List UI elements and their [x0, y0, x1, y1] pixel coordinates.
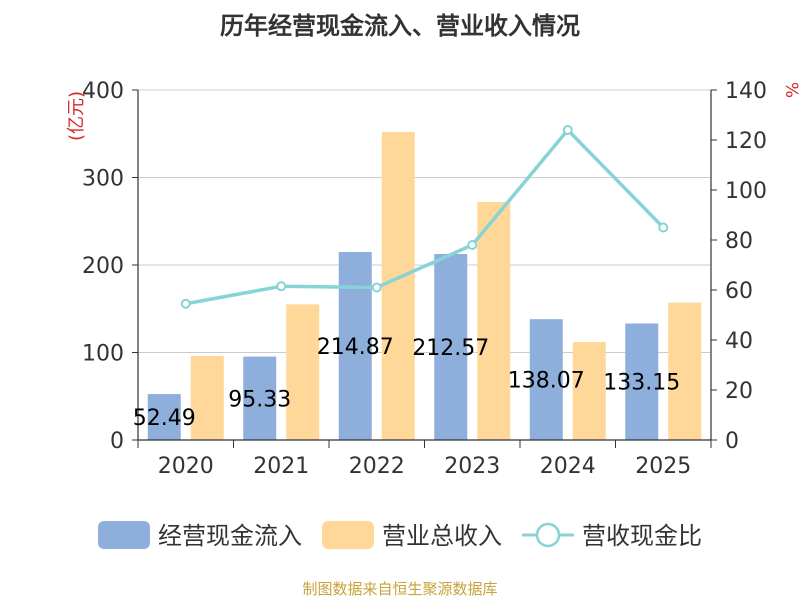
bar-revenue [381, 132, 415, 440]
bar-cash-inflow [243, 356, 277, 440]
right-axis-tick-label: 80 [725, 229, 753, 254]
bar-cash-inflow [625, 323, 659, 440]
right-axis-tick-label: 100 [725, 179, 767, 204]
left-axis-tick-label: 100 [82, 342, 124, 367]
right-axis-tick-label: 20 [725, 379, 753, 404]
legend-marker [535, 522, 561, 548]
legend-label: 营收现金比 [582, 522, 702, 550]
bar-cash-inflow [147, 394, 181, 440]
x-axis-tick-label: 2020 [158, 454, 214, 479]
ratio-point [180, 298, 191, 309]
legend-swatch [322, 521, 374, 549]
legend-swatch [98, 521, 150, 549]
bar-data-label: 52.49 [133, 406, 196, 431]
bar-revenue [286, 304, 320, 440]
ratio-line [185, 127, 665, 306]
axes-layer: 0 100 200 300 400 0 20 40 60 80 100 120 140 2020 2021 2… [82, 79, 767, 479]
left-axis-tick-label: 0 [110, 429, 124, 454]
grid-layer [138, 89, 711, 353]
right-axis-tick-label: 140 [725, 79, 767, 104]
legend-label: 营业总收入 [382, 522, 502, 550]
bar-data-label: 138.07 [508, 369, 585, 394]
source-note: 制图数据来自恒生聚源数据库 [302, 580, 497, 598]
right-axis-tick-label: 0 [725, 429, 739, 454]
chart-title: 历年经营现金流入、营业收入情况 [220, 12, 580, 40]
bar-cash-inflow [529, 319, 563, 440]
x-axis-tick-label: 2023 [444, 454, 500, 479]
legend-label: 经营现金流入 [158, 522, 302, 550]
right-axis-unit: % [781, 82, 800, 98]
ratio-point [371, 282, 382, 293]
ratio-point [658, 222, 669, 233]
left-axis-tick-label: 200 [82, 254, 124, 279]
bar-cash-inflow [338, 251, 372, 440]
ratio-point [467, 240, 478, 250]
right-axis-tick-label: 60 [725, 279, 753, 304]
ratio-point [276, 281, 287, 292]
bars-layer [147, 132, 702, 440]
x-axis-tick-label: 2021 [253, 454, 309, 479]
bar-data-label: 214.87 [317, 335, 394, 360]
x-axis-tick-label: 2025 [635, 454, 691, 479]
x-axis-tick-label: 2024 [540, 454, 596, 479]
bar-data-label: 212.57 [412, 336, 489, 361]
bar-revenue [190, 356, 224, 440]
left-axis-tick-label: 400 [82, 79, 124, 104]
left-axis-tick-label: 300 [82, 167, 124, 192]
bar-cash-inflow [434, 254, 468, 440]
data-labels-layer: 52.49 95.33 214.87 212.57 138.07 133.15 [133, 335, 680, 431]
left-axis-unit: (亿元) [66, 91, 87, 141]
x-axis-tick-label: 2022 [349, 454, 405, 479]
line-layer [180, 125, 669, 309]
bar-revenue [668, 302, 702, 440]
ratio-point [562, 125, 573, 135]
bar-revenue [572, 342, 606, 440]
bar-data-label: 95.33 [228, 387, 291, 412]
bar-data-label: 133.15 [603, 371, 680, 396]
right-axis-tick-label: 120 [725, 129, 767, 154]
legend: 经营现金流入 营业总收入 营收现金比 [98, 521, 702, 550]
bar-revenue [477, 202, 511, 440]
right-axis-tick-label: 40 [725, 329, 753, 354]
